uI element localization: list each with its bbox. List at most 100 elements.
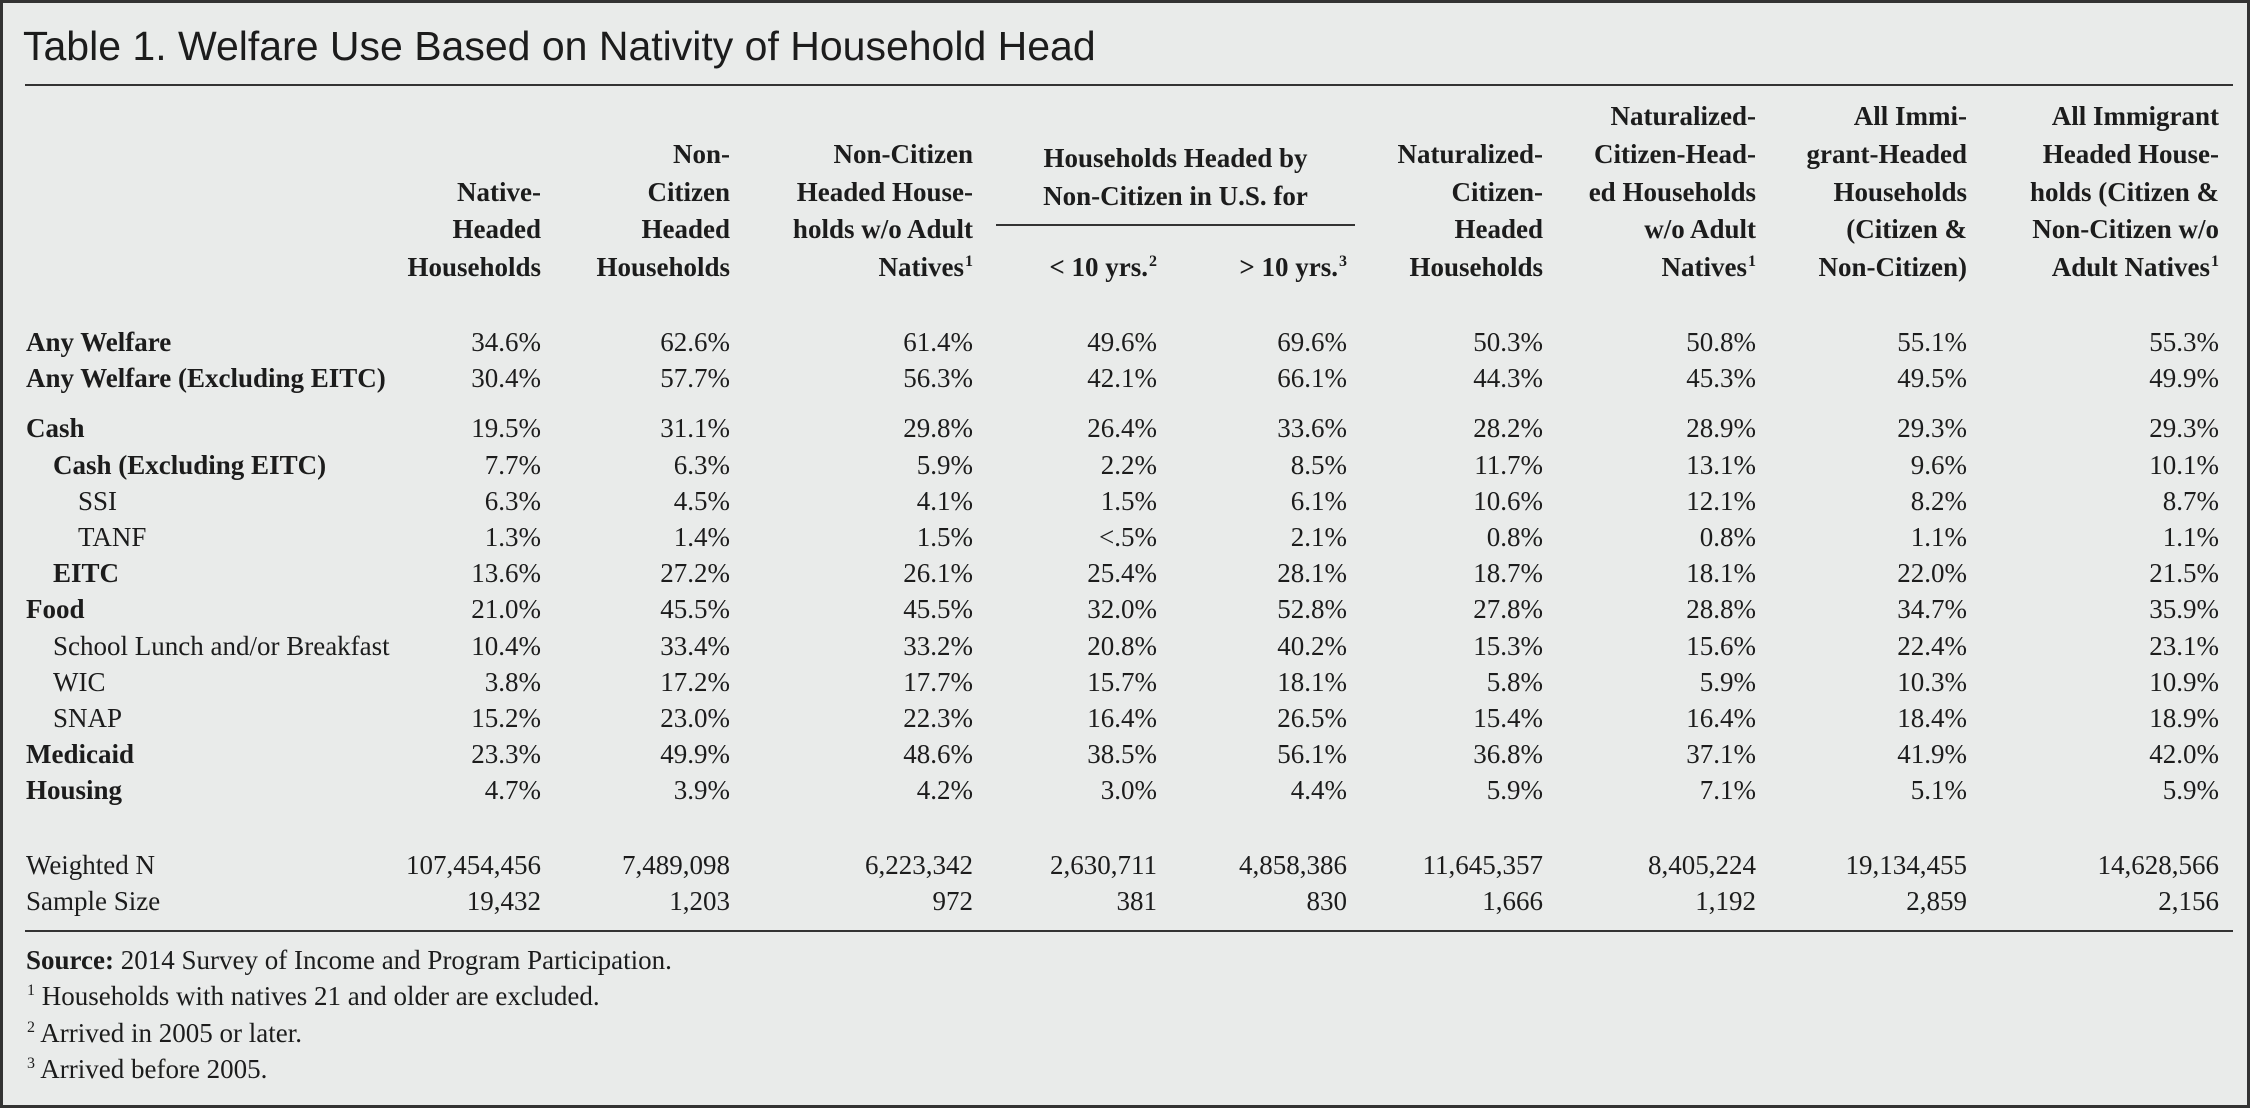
cell-value: 6.1% [1290,485,1347,516]
cell-value: 42.0% [2149,739,2219,770]
column-header: Headed [641,214,730,245]
footnote-text: Arrived before 2005. [40,1054,268,1084]
cell-value: 3.0% [1100,775,1157,806]
cell-value: 22.3% [903,703,973,733]
column-header: holds (Citizen & [2030,176,2219,207]
cell-value: 3.8% [484,666,541,697]
row-label: Any Welfare [26,327,172,357]
table-title: Table 1. Welfare Use Based on Nativity o… [23,23,1096,69]
row-label: Sample Size [26,885,161,916]
row-label: EITC [53,558,120,589]
cell-value: 33.2% [903,630,973,661]
cell-value: 2,630,711 [1050,849,1157,880]
cell-value: 8.7% [2162,485,2219,516]
cell-value: 9.6% [1910,449,1967,480]
cell-value: 1,666 [1482,885,1543,916]
cell-value: 57.7% [660,363,730,394]
row-label: Food [26,594,85,625]
cell-value: 1.3% [484,522,541,552]
cell-value: 27.8% [1473,594,1543,625]
column-header: Headed House- [2042,138,2219,169]
cell-value: 49.6% [1087,327,1157,357]
cell-value: 31.1% [660,413,730,444]
cell-value: 34.7% [1897,594,1967,625]
cell-value: 25.4% [1087,558,1157,589]
column-header: All Immigrant [2051,101,2219,132]
cell-value: 28.8% [1686,594,1756,625]
cell-value: 22.0% [1897,558,1967,589]
cell-value: 2,156 [2158,885,2219,916]
footnote-marker: 2 [27,1018,35,1036]
group-header: Non-Citizen in U.S. for [1043,180,1308,211]
cell-value: 15.6% [1686,630,1756,661]
cell-value: 23.1% [2149,630,2219,661]
cell-value: 10.9% [2149,666,2219,697]
cell-value: 29.8% [903,413,973,444]
cell-value: 2.1% [1290,522,1347,552]
cell-value: 49.5% [1897,363,1967,394]
column-header: Native- [457,176,541,207]
cell-value: 4.2% [916,775,973,806]
cell-value: 5.8% [1486,666,1543,697]
cell-value: 8.5% [1290,449,1347,480]
cell-value: 381 [1116,885,1158,916]
footnote-marker: 1 [27,982,35,999]
cell-value: 1.5% [916,522,973,552]
cell-value: 12.1% [1686,485,1756,516]
cell-value: 18.1% [1277,666,1347,697]
group-header: Households Headed by [1043,142,1308,173]
cell-value: 50.8% [1686,327,1756,357]
cell-value: 49.9% [2149,363,2219,394]
cell-value: 33.4% [660,630,730,661]
cell-value: 37.1% [1686,739,1756,770]
column-header: < 10 yrs.2 [1049,252,1157,282]
cell-value: 1.5% [1100,485,1157,516]
cell-value: 28.9% [1686,413,1756,444]
cell-value: 10.4% [471,630,541,661]
footnote-marker: 3 [27,1055,35,1072]
column-header: Citizen- [1451,176,1543,207]
cell-value: 66.1% [1277,363,1347,394]
cell-value: 21.0% [471,594,541,625]
cell-value: 13.6% [471,558,541,589]
cell-value: 41.9% [1897,739,1967,770]
column-header: Households [1833,176,1967,207]
footnote-marker: 2 [1149,253,1157,270]
cell-value: 4.5% [673,485,730,516]
cell-value: 56.3% [903,363,973,394]
cell-value: 45.5% [903,594,973,625]
column-header: Adult Natives1 [2051,252,2219,282]
column-header: Households [407,252,541,282]
footnote-text: Arrived in 2005 or later. [40,1017,302,1048]
cell-value: 45.5% [660,594,730,625]
source-label: Source: [26,945,114,975]
footnote: 3 Arrived before 2005. [26,1051,267,1092]
cell-value: 11.7% [1474,449,1543,480]
cell-value: 55.3% [2149,327,2219,357]
footnote: 1 Households with natives 21 and older a… [26,978,600,1019]
cell-value: 49.9% [660,739,730,770]
cell-value: 19,134,455 [1845,849,1968,880]
cell-value: 4.4% [1290,775,1347,806]
column-header: Citizen-Head- [1594,138,1756,169]
cell-value: 15.4% [1473,703,1543,733]
column-header: Non- [672,138,730,169]
cell-value: 32.0% [1087,594,1157,625]
column-header: ed Households [1588,176,1756,207]
cell-value: 0.8% [1699,522,1756,552]
cell-value: 5.1% [1910,775,1967,806]
cell-value: 5.9% [1486,775,1543,806]
cell-value: 20.8% [1087,630,1157,661]
cell-value: 2,859 [1906,885,1967,916]
cell-value: 26.4% [1087,413,1157,444]
row-label: Cash [26,413,85,444]
cell-value: 62.6% [660,327,730,357]
column-header: Non-Citizen) [1818,252,1967,282]
cell-value: 1.1% [1910,522,1967,552]
cell-value: 5.9% [916,449,973,480]
footnote: 2 Arrived in 2005 or later. [26,1015,302,1056]
column-header: All Immi- [1853,101,1967,132]
cell-value: 18.4% [1897,703,1967,733]
cell-value: 1,203 [669,885,730,916]
